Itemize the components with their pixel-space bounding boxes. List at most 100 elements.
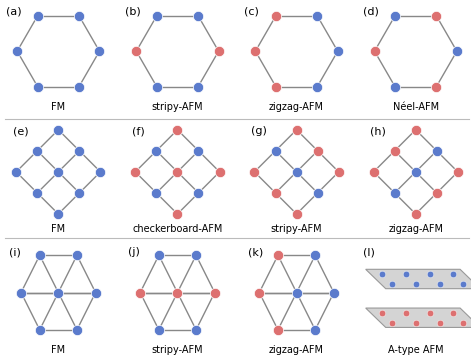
Point xyxy=(313,13,321,19)
Point xyxy=(155,327,163,333)
Point xyxy=(153,13,161,19)
Point xyxy=(453,48,461,54)
Point xyxy=(293,211,301,217)
Point xyxy=(274,327,282,333)
Point xyxy=(311,252,319,258)
Point xyxy=(36,252,44,258)
Point xyxy=(255,290,263,295)
Point xyxy=(432,84,440,90)
Point xyxy=(334,48,341,54)
Point xyxy=(402,271,410,277)
Point xyxy=(195,190,202,196)
Point xyxy=(133,48,140,54)
Point xyxy=(314,190,321,196)
Text: stripy-AFM: stripy-AFM xyxy=(152,345,203,355)
Point xyxy=(55,169,62,175)
Point xyxy=(389,281,396,287)
Point xyxy=(432,13,440,19)
Point xyxy=(335,169,343,175)
Point xyxy=(173,290,181,295)
Point xyxy=(192,252,200,258)
Point xyxy=(173,127,181,132)
Point xyxy=(12,169,20,175)
Point xyxy=(17,290,25,295)
Text: (g): (g) xyxy=(251,126,267,136)
Text: (i): (i) xyxy=(9,247,21,257)
Point xyxy=(75,13,82,19)
Point xyxy=(34,148,41,154)
Point xyxy=(392,84,399,90)
Point xyxy=(153,148,160,154)
Point xyxy=(75,84,82,90)
Point xyxy=(412,281,420,287)
Point xyxy=(272,13,280,19)
Point xyxy=(272,84,280,90)
Point xyxy=(97,169,104,175)
Point xyxy=(293,127,301,132)
Point xyxy=(293,290,301,295)
Point xyxy=(92,290,100,295)
Point xyxy=(436,281,444,287)
Text: (l): (l) xyxy=(364,247,375,257)
Point xyxy=(173,211,181,217)
Point xyxy=(211,290,219,295)
Text: zigzag-AFM: zigzag-AFM xyxy=(269,345,324,355)
Point xyxy=(454,169,462,175)
Point xyxy=(195,148,202,154)
Point xyxy=(251,169,258,175)
Point xyxy=(173,169,181,175)
Text: Néel-AFM: Néel-AFM xyxy=(392,102,439,112)
Point xyxy=(272,190,279,196)
Point xyxy=(75,190,83,196)
Point xyxy=(34,84,42,90)
Point xyxy=(412,211,419,217)
Point xyxy=(436,320,444,326)
Point xyxy=(379,271,386,277)
Point xyxy=(433,148,440,154)
Text: FM: FM xyxy=(51,224,65,234)
Point xyxy=(131,169,139,175)
Text: zigzag-AFM: zigzag-AFM xyxy=(388,224,443,234)
Point xyxy=(252,48,259,54)
Text: (j): (j) xyxy=(128,247,140,257)
Text: (e): (e) xyxy=(13,126,28,136)
Point xyxy=(371,48,378,54)
Point xyxy=(412,320,420,326)
Point xyxy=(73,327,81,333)
Point xyxy=(272,148,279,154)
Point xyxy=(55,211,62,217)
Point xyxy=(391,148,399,154)
Text: (c): (c) xyxy=(245,7,259,17)
Point xyxy=(13,48,21,54)
Point xyxy=(75,148,83,154)
Point xyxy=(96,48,103,54)
Point xyxy=(449,310,457,316)
Polygon shape xyxy=(366,269,474,289)
Text: (f): (f) xyxy=(132,126,145,136)
Point xyxy=(155,252,163,258)
Text: FM: FM xyxy=(51,102,65,112)
Point xyxy=(402,310,410,316)
Point xyxy=(433,190,440,196)
Point xyxy=(34,13,42,19)
Point xyxy=(194,13,202,19)
Point xyxy=(370,169,377,175)
Point xyxy=(391,190,399,196)
Point xyxy=(55,127,62,132)
Point xyxy=(459,320,467,326)
Point xyxy=(137,290,144,295)
Point xyxy=(330,290,337,295)
Point xyxy=(192,327,200,333)
Polygon shape xyxy=(366,308,474,327)
Point xyxy=(153,84,161,90)
Point xyxy=(412,169,419,175)
Point xyxy=(426,271,434,277)
Text: (k): (k) xyxy=(247,247,263,257)
Point xyxy=(449,271,457,277)
Point xyxy=(274,252,282,258)
Point xyxy=(313,84,321,90)
Point xyxy=(215,48,222,54)
Point xyxy=(314,148,321,154)
Point xyxy=(426,310,434,316)
Point xyxy=(34,190,41,196)
